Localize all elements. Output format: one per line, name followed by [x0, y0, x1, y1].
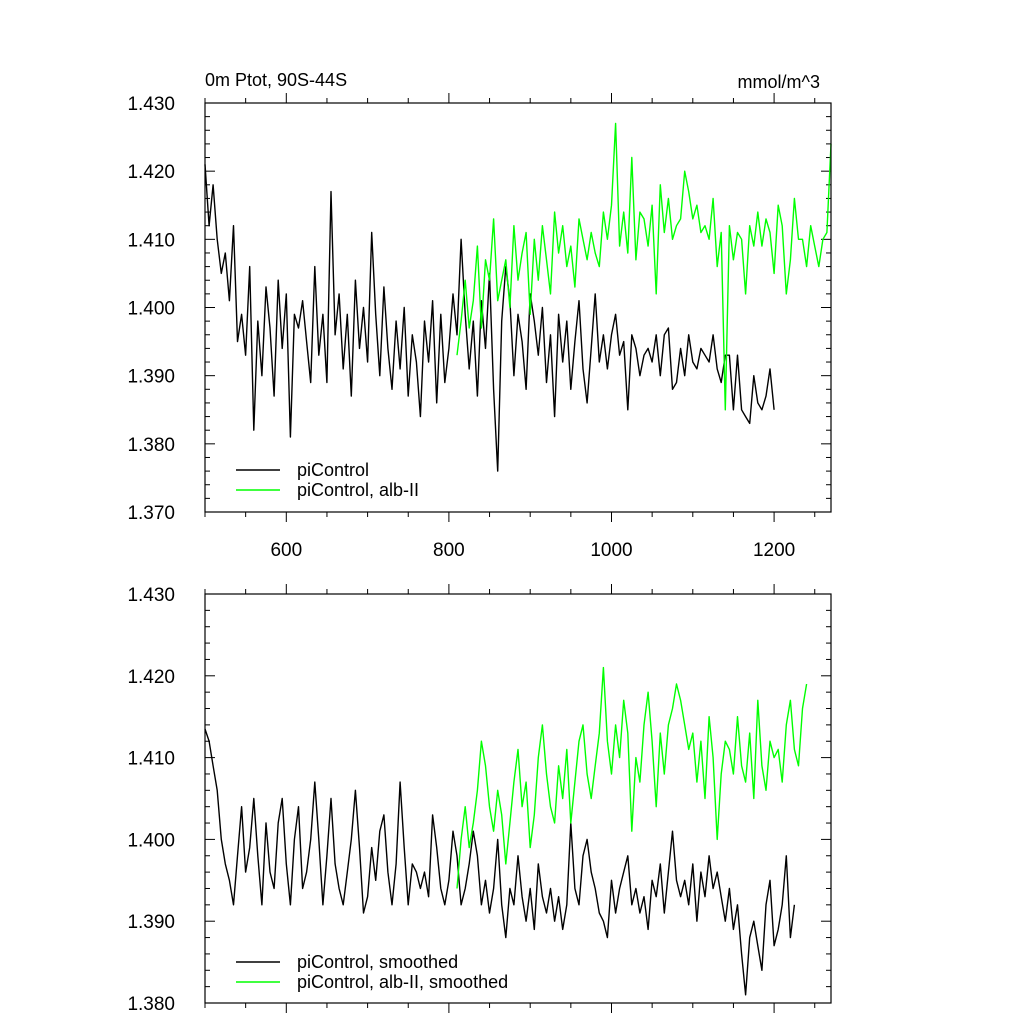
y-tick-label: 1.390	[127, 367, 175, 388]
y-tick-label: 1.400	[127, 830, 175, 851]
y-tick-label: 1.430	[127, 585, 175, 606]
series-line-bottom-0	[204, 728, 796, 996]
bottom-panel-ticks: 1.380 1.390 1.400 1.410 1.420 1.430	[127, 584, 831, 1015]
series-line-top-0	[204, 164, 775, 472]
y-tick-label: 1.410	[127, 230, 175, 251]
top-panel-frame	[204, 102, 832, 513]
y-tick-label: 1.420	[127, 162, 175, 183]
series-line-top-1	[456, 122, 832, 411]
bottom-panel-series	[204, 666, 808, 996]
y-tick-label: 1.370	[127, 503, 175, 524]
bottom-panel: 1.380 1.390 1.400 1.410 1.420 1.430 piControl…	[127, 584, 832, 1015]
legend-label-alb-ii-smoothed: piControl, alb-II, smoothed	[297, 972, 508, 992]
bottom-panel-frame	[204, 593, 832, 1004]
top-panel: 0m Ptot, 90S-44S mmol/m^3 1.370 1.380 1.39…	[127, 70, 832, 561]
top-panel-title: 0m Ptot, 90S-44S	[205, 70, 347, 90]
x-tick-label: 1000	[590, 540, 632, 561]
top-panel-ticks: 1.370 1.380 1.390 1.400 1.410 1.420 1.430 600 80…	[127, 93, 831, 561]
legend-label-picontrol: piControl	[297, 460, 369, 480]
y-tick-label: 1.430	[127, 94, 175, 115]
y-tick-label: 1.400	[127, 299, 175, 320]
x-tick-label: 800	[433, 540, 465, 561]
series-line-bottom-1	[456, 666, 808, 889]
y-tick-label: 1.380	[127, 435, 175, 456]
legend-label-alb-ii: piControl, alb-II	[297, 480, 419, 500]
top-panel-units: mmol/m^3	[738, 72, 820, 92]
y-tick-label: 1.380	[127, 994, 175, 1015]
x-tick-label: 1200	[753, 540, 795, 561]
bottom-panel-legend: piControl, smoothed piControl, alb-II, s…	[236, 952, 508, 992]
top-panel-legend: piControl piControl, alb-II	[236, 460, 419, 500]
x-tick-label: 600	[270, 540, 302, 561]
legend-label-picontrol-smoothed: piControl, smoothed	[297, 952, 458, 972]
y-tick-label: 1.420	[127, 667, 175, 688]
y-tick-label: 1.390	[127, 912, 175, 933]
top-panel-series	[204, 122, 832, 472]
y-tick-label: 1.410	[127, 749, 175, 770]
